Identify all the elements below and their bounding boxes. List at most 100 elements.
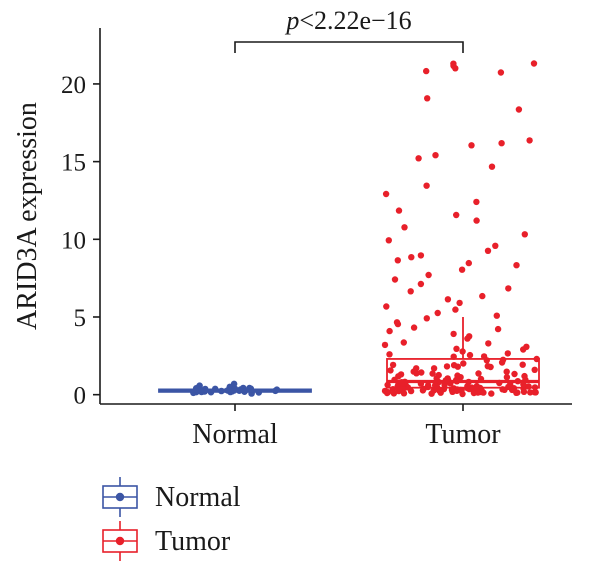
- data-point-tumor: [498, 140, 505, 147]
- data-point-tumor: [454, 372, 461, 379]
- p-value-text: <2.22e−16: [299, 6, 411, 35]
- data-point-tumor: [520, 388, 528, 395]
- data-point-tumor: [453, 345, 460, 352]
- x-tick-label-normal: Normal: [192, 419, 278, 450]
- data-point-tumor: [443, 363, 451, 370]
- data-point-tumor: [503, 368, 510, 375]
- data-point-tumor: [429, 370, 436, 377]
- data-point-tumor: [452, 65, 459, 72]
- data-point-tumor: [397, 371, 405, 378]
- box-tumor: [386, 316, 540, 394]
- data-point-tumor: [526, 137, 533, 144]
- data-point-tumor: [395, 207, 403, 214]
- data-point-tumor: [460, 360, 467, 367]
- data-point-tumor: [452, 306, 459, 313]
- data-point-tumor: [382, 190, 390, 198]
- data-point-tumor: [437, 389, 444, 396]
- data-point-tumor: [473, 217, 480, 224]
- data-point-tumor: [385, 237, 392, 244]
- data-point-tumor: [513, 262, 520, 269]
- data-point-tumor: [417, 280, 425, 288]
- data-point-tumor: [386, 327, 393, 335]
- data-point-tumor: [515, 106, 523, 113]
- data-point-tumor: [492, 242, 499, 249]
- data-point-tumor: [479, 292, 486, 300]
- legend-label: Normal: [155, 482, 241, 513]
- boxes-layer: [158, 316, 540, 394]
- data-point-tumor: [511, 370, 518, 378]
- data-point-tumor: [474, 389, 482, 396]
- y-tick-label: 0: [74, 383, 87, 410]
- legend-item-tumor: Tumor: [102, 521, 231, 561]
- data-point-tumor: [430, 387, 437, 394]
- y-tick-label: 5: [74, 305, 87, 332]
- legend-point-key: [115, 492, 125, 502]
- data-point-tumor: [391, 276, 399, 283]
- box-iqr: [386, 358, 540, 389]
- legend-item-normal: Normal: [102, 477, 241, 517]
- data-point-tumor: [494, 325, 502, 333]
- data-point-tumor: [468, 142, 475, 149]
- data-point-tumor: [514, 389, 521, 396]
- data-point-tumor: [503, 374, 511, 381]
- points-layer: [190, 60, 540, 398]
- data-point-tumor: [487, 363, 494, 371]
- data-point-tumor: [383, 389, 391, 397]
- data-point-tumor: [505, 285, 512, 292]
- data-point-tumor: [532, 389, 539, 396]
- p-symbol: p: [284, 6, 299, 35]
- data-point-tumor: [408, 254, 415, 261]
- data-point-tumor: [413, 370, 420, 377]
- data-point-tumor: [423, 315, 430, 322]
- data-point-tumor: [419, 387, 427, 394]
- data-point-tumor: [444, 296, 452, 303]
- data-point-tumor: [430, 365, 438, 372]
- data-point-tumor: [504, 350, 511, 357]
- data-point-tumor: [424, 95, 431, 102]
- data-point-tumor: [521, 231, 528, 238]
- significance-annotation: p<2.22e−16: [234, 6, 464, 53]
- data-point-tumor: [432, 152, 439, 159]
- data-point-tumor: [434, 309, 441, 317]
- data-point-tumor: [425, 271, 432, 279]
- axes-layer: [99, 28, 572, 405]
- legend: Normal Tumor: [102, 477, 241, 561]
- significance-bracket: [234, 41, 464, 53]
- data-point-tumor: [394, 257, 401, 264]
- data-point-tumor: [480, 389, 487, 396]
- data-point-tumor: [450, 362, 458, 369]
- data-point-tumor: [453, 211, 460, 219]
- data-point-tumor: [488, 163, 496, 170]
- data-point-tumor: [400, 339, 407, 346]
- data-point-tumor: [484, 247, 492, 254]
- data-point-tumor: [475, 370, 482, 377]
- data-point-tumor: [407, 288, 414, 295]
- data-point-tumor: [456, 299, 463, 307]
- y-axis-title: ARID3A expression: [12, 102, 43, 330]
- y-tick-label: 20: [61, 72, 86, 99]
- data-point-tumor: [389, 361, 397, 369]
- legend-label: Tumor: [155, 526, 231, 557]
- data-point-tumor: [415, 155, 422, 162]
- data-point-tumor: [410, 324, 418, 331]
- data-point-tumor: [423, 67, 430, 75]
- data-point-tumor: [519, 361, 526, 368]
- data-point-tumor: [520, 346, 527, 353]
- data-point-tumor: [466, 351, 474, 359]
- data-point-tumor: [418, 369, 425, 376]
- data-point-tumor: [465, 259, 472, 267]
- data-point-tumor: [493, 312, 500, 319]
- data-point-tumor: [497, 69, 505, 76]
- data-point-tumor: [383, 303, 390, 310]
- data-point-tumor: [417, 252, 425, 259]
- data-point-tumor: [488, 390, 495, 397]
- data-point-tumor: [401, 224, 408, 231]
- y-tick-label: 15: [61, 150, 86, 177]
- data-point-tumor: [459, 390, 466, 398]
- data-point-tumor: [387, 367, 394, 374]
- data-point-tumor: [485, 340, 492, 347]
- data-point-tumor: [464, 335, 471, 342]
- data-point-tumor: [381, 341, 389, 349]
